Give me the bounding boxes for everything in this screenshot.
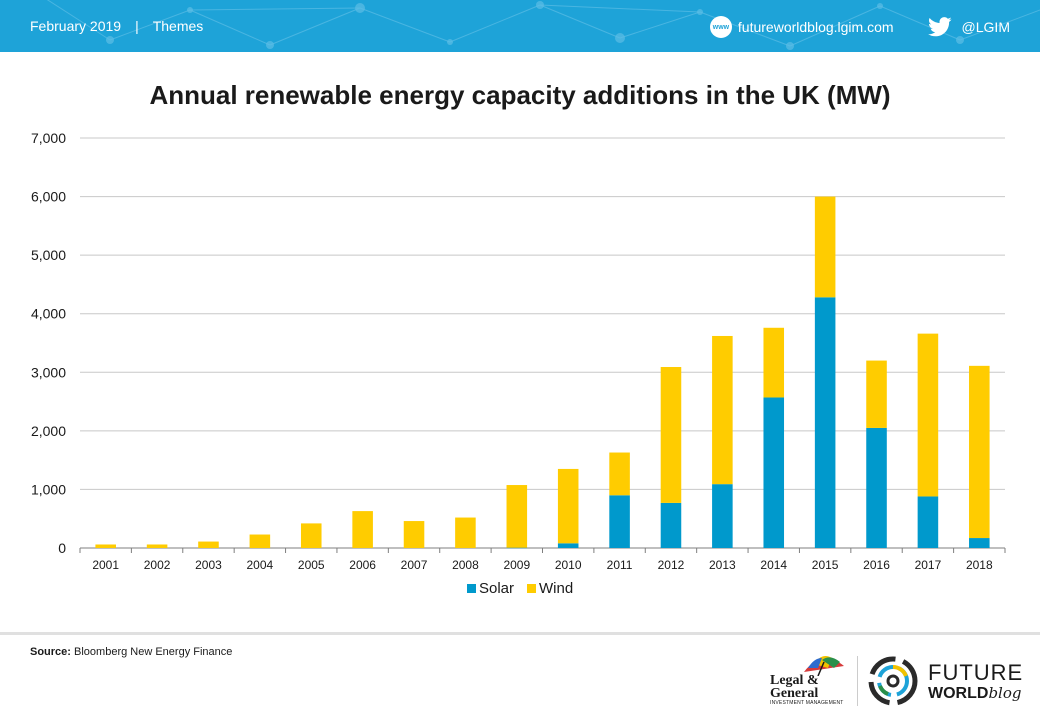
bar-wind-2016 [866, 360, 887, 428]
fw-world: WORLD [928, 685, 989, 702]
bar-wind-2014 [763, 327, 785, 398]
bar-solar-2009 [506, 547, 528, 549]
bar-wind-2013 [712, 335, 733, 485]
y-tick-label: 3,000 [31, 364, 66, 380]
x-tick-label: 2012 [658, 558, 685, 572]
bar-solar-2016 [866, 427, 887, 548]
y-tick-label: 1,000 [31, 481, 66, 497]
bar-wind-2009 [506, 485, 528, 548]
legend-label-wind: Wind [539, 580, 573, 597]
chart-title: Annual renewable energy capacity additio… [149, 80, 891, 110]
y-tick-label: 0 [58, 540, 66, 556]
fw-line-2: WORLDblog [928, 684, 1021, 703]
bar-solar-2015 [814, 297, 836, 548]
legend-swatch-wind [527, 584, 536, 593]
www-globe-icon[interactable]: www [709, 16, 732, 38]
bar-wind-2007 [403, 521, 425, 548]
y-tick-label: 5,000 [31, 247, 66, 263]
website-link[interactable]: futureworldblog.lgim.com [737, 19, 894, 35]
bar-wind-2004 [249, 534, 271, 548]
legend-swatch-solar [467, 584, 476, 593]
x-tick-label: 2015 [812, 558, 839, 572]
twitter-handle-link[interactable]: @LGIM [961, 19, 1010, 35]
x-tick-label: 2008 [452, 558, 479, 572]
bar-wind-2010 [557, 468, 579, 544]
bar-solar-2017 [917, 496, 939, 548]
future-world-ring-icon [868, 656, 918, 706]
x-tick-label: 2010 [555, 558, 582, 572]
bar-solar-2014 [763, 397, 785, 548]
x-tick-label: 2016 [863, 558, 890, 572]
x-tick-label: 2018 [966, 558, 993, 572]
twitter-bird-icon[interactable] [927, 17, 952, 37]
source-label: Source: [30, 646, 71, 658]
y-tick-label: 6,000 [31, 189, 66, 205]
x-tick-label: 2013 [709, 558, 736, 572]
bar-wind-2017 [917, 333, 939, 497]
bar-solar-2018 [969, 538, 990, 548]
bar-wind-2018 [969, 365, 990, 539]
header-links: www futureworldblog.lgim.com @LGIM [709, 14, 1010, 40]
bar-solar-2011 [609, 495, 630, 548]
bar-wind-2012 [660, 367, 682, 503]
lg-line-1: Legal & [770, 673, 819, 688]
x-tick-label: 2004 [247, 558, 274, 572]
bar-wind-2015 [814, 196, 836, 298]
header-date: February 2019 [30, 18, 122, 34]
header-section-link[interactable]: Themes [152, 18, 204, 34]
bar-wind-2005 [300, 523, 322, 548]
future-world-logo: FUTURE WORLDblog [866, 654, 1022, 708]
bar-wind-2011 [609, 452, 630, 496]
y-tick-label: 2,000 [31, 423, 66, 439]
source-note: Source: Bloomberg New Energy Finance [30, 646, 232, 658]
bar-wind-2003 [198, 541, 219, 548]
x-tick-label: 2011 [607, 558, 633, 572]
legal-general-wordmark: Legal & General [770, 673, 819, 701]
x-tick-label: 2009 [503, 558, 530, 572]
y-tick-label: 4,000 [31, 306, 66, 322]
header-breadcrumb: February 2019 | Themes [30, 18, 203, 34]
legal-general-logo: Legal & General INVESTMENT MANAGEMENT [770, 654, 850, 706]
bar-solar-2010 [557, 543, 579, 548]
x-tick-label: 2017 [915, 558, 942, 572]
x-tick-label: 2014 [760, 558, 787, 572]
bar-solar-2013 [712, 484, 733, 548]
logo-divider [857, 656, 858, 706]
network-pattern [46, 0, 1040, 50]
stacked-bar-chart: 0 1,000 2,000 3,000 4,000 5,000 6,000 7,000 2001… [31, 130, 1006, 597]
x-tick-label: 2007 [401, 558, 428, 572]
bar-wind-2008 [455, 517, 476, 548]
x-tick-label: 2002 [144, 558, 171, 572]
footer-divider [0, 632, 1040, 635]
lg-subtitle: INVESTMENT MANAGEMENT [770, 700, 844, 706]
fw-blog: blog [988, 684, 1022, 702]
umbrella-icon [804, 656, 844, 676]
header-bar: February 2019 | Themes www futureworldblog… [0, 0, 1040, 52]
x-tick-label: 2003 [195, 558, 222, 572]
bar-wind-2002 [146, 544, 168, 548]
x-tick-label: 2005 [298, 558, 325, 572]
header-separator: | [135, 18, 139, 34]
legend-label-solar: Solar [479, 580, 514, 597]
bar-wind-2006 [352, 511, 373, 548]
bar-wind-2001 [95, 544, 116, 548]
x-tick-label: 2006 [349, 558, 376, 572]
lg-line-2: General [770, 686, 819, 701]
source-text: Bloomberg New Energy Finance [74, 646, 233, 658]
bar-solar-2012 [660, 502, 682, 548]
y-tick-label: 7,000 [31, 130, 66, 146]
x-tick-label: 2001 [92, 558, 119, 572]
fw-line-1: FUTURE [928, 660, 1024, 685]
